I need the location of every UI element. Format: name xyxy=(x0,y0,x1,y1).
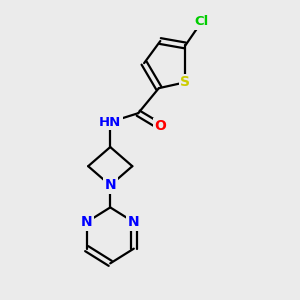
Text: S: S xyxy=(180,75,190,89)
Text: O: O xyxy=(154,119,166,134)
Text: N: N xyxy=(128,215,140,229)
Text: N: N xyxy=(104,178,116,192)
Text: N: N xyxy=(81,215,92,229)
Text: HN: HN xyxy=(99,116,122,128)
Text: Cl: Cl xyxy=(194,15,209,28)
